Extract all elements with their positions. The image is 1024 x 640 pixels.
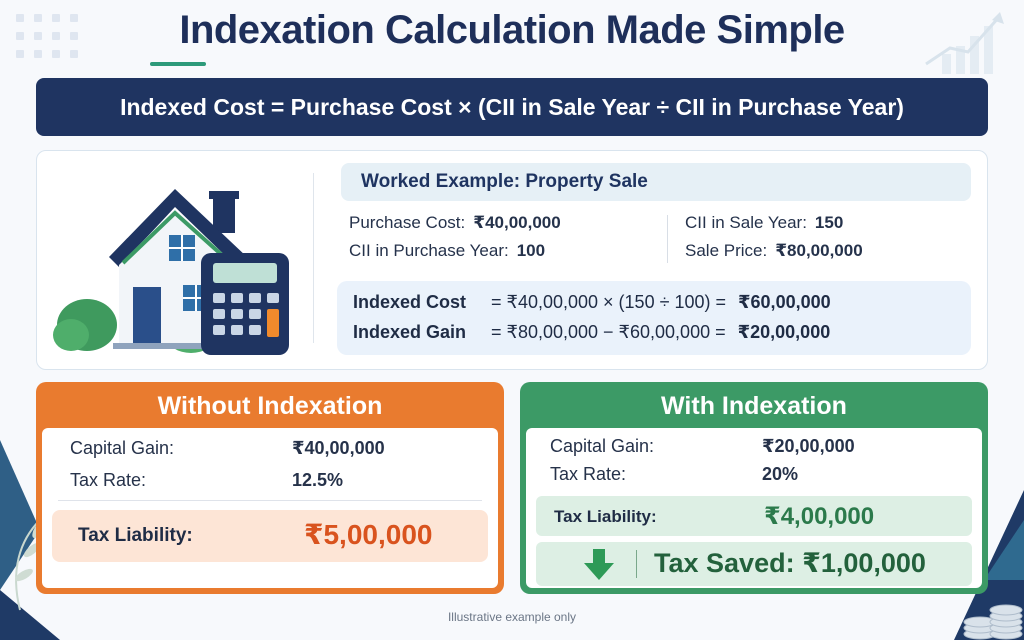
without-capital-gain-value: ₹40,00,000 — [292, 438, 385, 458]
purchase-cost-value: ₹40,00,000 — [473, 213, 561, 232]
sale-price-value: ₹80,00,000 — [775, 241, 863, 260]
example-facts: Purchase Cost: ₹40,00,000 CII in Purchase… — [349, 211, 969, 267]
worked-example-panel: Worked Example: Property Sale Purchase C… — [36, 150, 988, 370]
with-capital-gain-value: ₹20,00,000 — [762, 436, 855, 456]
with-tax-liability-label: Tax Liability: — [554, 507, 657, 526]
indexed-cost-line: Indexed Cost = ₹40,00,000 × (150 ÷ 100) … — [353, 287, 955, 317]
tax-saved-box: Tax Saved: ₹1,00,000 — [536, 542, 972, 586]
cii-purchase-label: CII in Purchase Year: — [349, 241, 509, 260]
without-tax-rate-label: Tax Rate: — [70, 470, 147, 490]
indexed-gain-label: Indexed Gain — [353, 321, 467, 342]
corner-decoration — [954, 490, 1024, 640]
indexed-gain-line: Indexed Gain = ₹80,00,000 − ₹60,00,000 =… — [353, 317, 955, 347]
growth-chart-icon — [925, 12, 1004, 74]
indexed-gain-result: ₹20,00,000 — [737, 321, 831, 342]
cii-sale-value: 150 — [814, 213, 844, 232]
without-indexation-card: Without Indexation Capital Gain: ₹40,00,… — [36, 382, 504, 594]
calculation-box: Indexed Cost = ₹40,00,000 × (150 ÷ 100) … — [337, 281, 971, 355]
tax-saved-divider — [636, 550, 637, 578]
facts-divider — [667, 215, 668, 263]
page-title: Indexation Calculation Made Simple — [179, 8, 845, 52]
with-tax-liability-box: Tax Liability: ₹4,00,000 — [536, 496, 972, 536]
without-tax-liability-box: Tax Liability: ₹5,00,000 — [52, 510, 488, 562]
indexed-cost-expression: = ₹40,00,000 × (150 ÷ 100) = — [491, 291, 727, 312]
cii-sale-row: CII in Sale Year: 150 — [685, 213, 843, 233]
indexed-cost-label: Indexed Cost — [353, 291, 467, 312]
formula-text: Indexed Cost = Purchase Cost × (CII in S… — [120, 93, 904, 120]
decorative-dots — [16, 14, 78, 58]
without-tax-rate-value: 12.5% — [292, 470, 344, 490]
with-tax-rate-value: 20% — [762, 464, 799, 484]
indexed-gain-expression: = ₹80,00,000 − ₹60,00,000 = — [491, 321, 726, 342]
calculator-icon — [201, 253, 289, 355]
title-underline — [150, 62, 206, 66]
coin-stack-icon — [963, 604, 1023, 640]
with-indexation-body: Capital Gain: ₹20,00,000 Tax Rate: 20% T… — [526, 428, 982, 588]
without-indexation-title: Without Indexation — [157, 391, 383, 420]
indexed-cost-result: ₹60,00,000 — [738, 291, 831, 312]
without-indexation-body: Capital Gain: ₹40,00,000 Tax Rate: 12.5%… — [42, 428, 498, 588]
down-arrow-icon — [584, 549, 614, 580]
with-indexation-title: With Indexation — [661, 391, 847, 420]
cii-sale-label: CII in Sale Year: — [685, 213, 807, 232]
without-tax-liability-label: Tax Liability: — [78, 525, 193, 546]
with-capital-gain-label: Capital Gain: — [550, 436, 655, 456]
without-capital-gain-label: Capital Gain: — [70, 438, 175, 458]
without-tax-liability-value: ₹5,00,000 — [304, 519, 433, 550]
cii-purchase-row: CII in Purchase Year: 100 — [349, 241, 545, 261]
with-tax-rate-label: Tax Rate: — [550, 464, 627, 484]
without-divider — [58, 500, 482, 501]
sale-price-row: Sale Price: ₹80,00,000 — [685, 241, 863, 261]
example-heading: Worked Example: Property Sale — [341, 163, 971, 201]
tax-saved-text: Tax Saved: ₹1,00,000 — [654, 548, 926, 578]
cii-purchase-value: 100 — [516, 241, 546, 260]
footnote: Illustrative example only — [447, 610, 577, 624]
purchase-cost-row: Purchase Cost: ₹40,00,000 — [349, 213, 561, 233]
panel-divider — [313, 173, 314, 343]
formula-banner: Indexed Cost = Purchase Cost × (CII in S… — [36, 78, 988, 136]
with-indexation-card: With Indexation Capital Gain: ₹20,00,000… — [520, 382, 988, 594]
with-tax-liability-value: ₹4,00,000 — [764, 503, 875, 530]
purchase-cost-label: Purchase Cost: — [349, 213, 466, 232]
sale-price-label: Sale Price: — [685, 241, 768, 260]
